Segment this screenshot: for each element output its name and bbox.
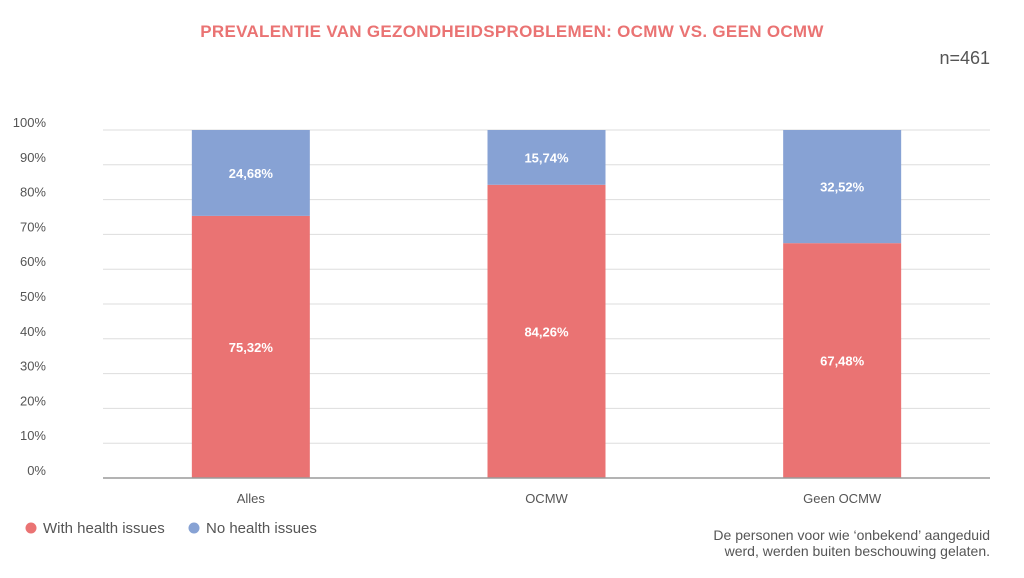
- y-tick-label: 100%: [13, 115, 47, 130]
- y-axis-ticks: 0% 10% 20% 30% 40% 50% 60% 70% 80% 90% 100%: [13, 115, 47, 478]
- y-tick-label: 60%: [20, 254, 46, 269]
- bar-with-health-issues: [783, 243, 902, 478]
- value-labels: 75,32% 24,68% 84,26% 15,74% 67,48% 32,52%: [229, 150, 865, 368]
- bar-value-label: 15,74%: [524, 150, 569, 165]
- x-category-label: Geen OCMW: [803, 491, 882, 506]
- bar-no-health-issues: [487, 130, 606, 185]
- y-tick-label: 50%: [20, 289, 46, 304]
- x-category-label: Alles: [237, 491, 266, 506]
- bar-value-label: 32,52%: [820, 180, 865, 195]
- bar-value-label: 84,26%: [524, 324, 569, 339]
- footnote-line: De personen voor wie ‘onbekend’ aangedui…: [713, 527, 990, 543]
- legend: With health issues No health issues: [25, 520, 317, 537]
- bar-value-label: 67,48%: [820, 354, 865, 369]
- y-tick-label: 20%: [20, 393, 46, 408]
- bar-with-health-issues: [487, 184, 606, 478]
- bar-with-health-issues: [191, 215, 310, 478]
- y-tick-label: 10%: [20, 428, 46, 443]
- y-tick-label: 70%: [20, 219, 46, 234]
- legend-swatch-no-health-issues: [188, 522, 200, 534]
- bar-no-health-issues: [783, 130, 902, 244]
- bar-value-label: 75,32%: [229, 340, 274, 355]
- chart-title: PREVALENTIE VAN GEZONDHEIDSPROBLEMEN: OC…: [200, 22, 824, 41]
- x-axis-categories: Alles OCMW Geen OCMW: [237, 491, 882, 506]
- bar-value-label: 24,68%: [229, 166, 274, 181]
- y-tick-label: 0%: [27, 463, 46, 478]
- y-tick-label: 90%: [20, 150, 46, 165]
- y-tick-label: 30%: [20, 359, 46, 374]
- footnote-line: werd, werden buiten beschouwing gelaten.: [724, 543, 990, 559]
- y-tick-label: 40%: [20, 324, 46, 339]
- legend-label-with-health-issues: With health issues: [43, 520, 165, 537]
- bar-no-health-issues: [191, 130, 310, 216]
- y-tick-label: 80%: [20, 185, 46, 200]
- legend-label-no-health-issues: No health issues: [206, 520, 317, 537]
- footnote: De personen voor wie ‘onbekend’ aangedui…: [713, 527, 990, 559]
- sample-size-label: n=461: [939, 48, 990, 68]
- x-category-label: OCMW: [525, 491, 568, 506]
- legend-swatch-with-health-issues: [25, 522, 37, 534]
- bars: [191, 130, 902, 478]
